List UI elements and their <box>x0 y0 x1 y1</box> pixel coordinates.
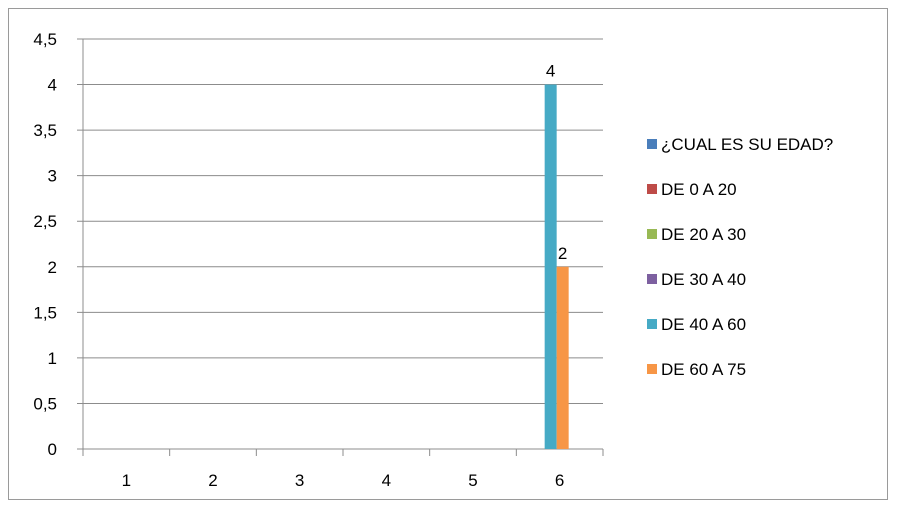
labels: 42 <box>546 62 567 263</box>
legend-entry-label: DE 0 A 20 <box>661 180 737 199</box>
legend: ¿CUAL ES SU EDAD? DE 0 A 20 DE 20 A 30 DE 3… <box>647 135 833 379</box>
x-tick-label: 1 <box>122 471 131 490</box>
y-tick-label: 2 <box>48 258 57 277</box>
y-tick-label: 0,5 <box>33 394 57 413</box>
x-tick-label: 4 <box>382 471 391 490</box>
gridlines <box>77 38 603 450</box>
legend-entry-label: DE 60 A 75 <box>661 360 746 379</box>
legend-entry-label: DE 20 A 30 <box>661 225 746 244</box>
bars <box>544 84 569 450</box>
x-tick-label: 6 <box>555 471 564 490</box>
legend-swatch <box>647 229 657 239</box>
x-tick-label: 3 <box>295 471 304 490</box>
data-label: 4 <box>546 62 555 81</box>
data-label: 2 <box>558 244 567 263</box>
legend-swatch <box>647 274 657 284</box>
legend-entry-label: ¿CUAL ES SU EDAD? <box>661 135 833 154</box>
y-tick-label: 1 <box>48 349 57 368</box>
y-tick-label: 3 <box>48 167 57 186</box>
legend-swatch <box>647 139 657 149</box>
y-tick-label: 0 <box>48 440 57 459</box>
legend-entry-label: DE 30 A 40 <box>661 270 746 289</box>
bar <box>556 266 569 449</box>
legend-swatch <box>647 364 657 374</box>
legend-swatch <box>647 319 657 329</box>
y-tick-label: 1,5 <box>33 303 57 322</box>
y-tick-label: 3,5 <box>33 121 57 140</box>
x-tick-label: 5 <box>468 471 477 490</box>
bar <box>544 84 557 450</box>
y-tick-label: 2,5 <box>33 212 57 231</box>
x-tick-label: 2 <box>208 471 217 490</box>
axes: 0 0,5 1 1,5 2 2,5 3 3,5 4 4,5 1 2 3 4 5 6 <box>33 30 604 490</box>
legend-entry-label: DE 40 A 60 <box>661 315 746 334</box>
y-tick-label: 4,5 <box>33 30 57 49</box>
y-tick-label: 4 <box>48 76 57 95</box>
legend-swatch <box>647 184 657 194</box>
